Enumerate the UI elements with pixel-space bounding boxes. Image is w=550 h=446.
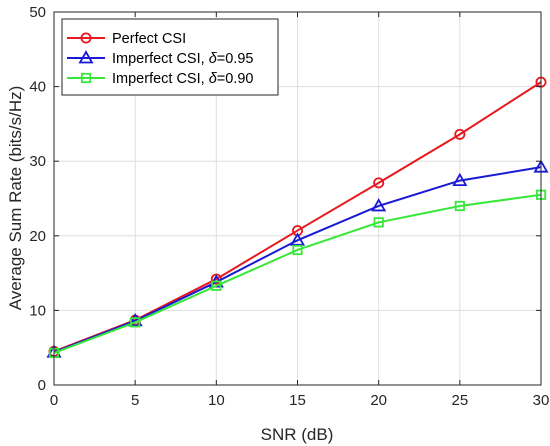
legend-entry-2: Imperfect CSI, δ=0.90: [67, 71, 253, 87]
data-point: [130, 317, 141, 328]
y-tick-label: 50: [29, 4, 46, 21]
data-point: [373, 177, 385, 189]
legend-label-suffix: =0.90: [217, 71, 254, 87]
series-2: [48, 189, 547, 359]
y-tick-label: 40: [29, 79, 46, 96]
data-point: [454, 128, 466, 140]
legend-label: Perfect CSI: [112, 31, 186, 47]
legend-entry-1: Imperfect CSI, δ=0.95: [67, 50, 253, 67]
data-point: [292, 244, 303, 256]
data-point: [371, 198, 387, 212]
data-point: [211, 280, 222, 291]
y-tick-label: 0: [38, 377, 46, 394]
x-tick-label: 10: [208, 392, 225, 409]
series-line-1: [53, 166, 542, 354]
x-tick-label: 5: [131, 392, 139, 409]
legend-label-symbol: δ: [209, 71, 218, 87]
x-tick-label: 15: [289, 392, 306, 409]
x-tick-label: 25: [451, 392, 468, 409]
legend-label-prefix: Imperfect CSI,: [112, 71, 209, 87]
data-point: [373, 217, 384, 228]
legend-label-prefix: Imperfect CSI,: [112, 51, 209, 67]
series-line-2: [53, 193, 542, 354]
y-tick-label: 20: [29, 228, 46, 245]
legend-label-suffix: =0.95: [217, 51, 254, 67]
x-tick-label: 20: [370, 392, 387, 409]
legend-marker: [80, 72, 92, 84]
data-point: [289, 232, 306, 246]
y-axis-label: Average Sum Rate (bits/s/Hz): [6, 86, 25, 311]
legend-label: Imperfect CSI, δ=0.95: [112, 51, 253, 67]
y-tick-label: 30: [29, 153, 46, 170]
legend-label: Imperfect CSI, δ=0.90: [112, 71, 253, 87]
series-layer: [46, 76, 549, 359]
axis-ticks: 0 5 10 15 20 25 30 0 10 20 30 40 50: [29, 4, 549, 409]
legend-label-symbol: δ: [209, 51, 218, 67]
data-point: [452, 172, 468, 186]
x-axis-label: SNR (dB): [261, 425, 334, 444]
x-tick-label: 0: [50, 392, 58, 409]
y-tick-label: 10: [29, 302, 46, 319]
legend-entry-0: Perfect CSI: [67, 31, 186, 47]
x-tick-label: 30: [533, 392, 550, 409]
legend-marker: [80, 32, 92, 44]
legend-label-prefix: Perfect CSI: [112, 31, 186, 47]
data-point: [454, 200, 465, 212]
legend-marker: [78, 50, 94, 64]
